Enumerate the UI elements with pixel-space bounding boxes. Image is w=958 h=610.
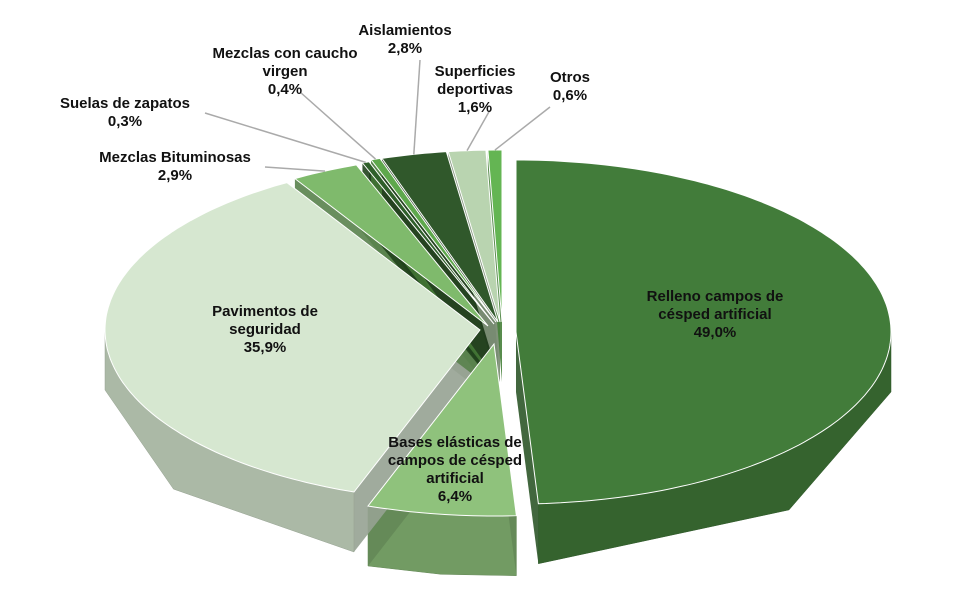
value-label: 0,4% bbox=[267, 81, 303, 98]
slice bbox=[447, 149, 501, 323]
slice bbox=[487, 149, 503, 323]
leader-line bbox=[264, 166, 326, 172]
value-label: 2,9% bbox=[157, 167, 193, 184]
leader-line bbox=[466, 109, 491, 152]
slice-cut bbox=[516, 332, 539, 564]
value-label: 49,0% bbox=[693, 324, 737, 341]
slice-label: Aislamientos 2,8% bbox=[330, 22, 480, 58]
slice bbox=[515, 159, 892, 505]
slice bbox=[104, 182, 481, 493]
slice-label: Suelas de zapatos 0,3% bbox=[25, 95, 225, 131]
value-label: 6,4% bbox=[437, 488, 473, 505]
leader-line bbox=[299, 91, 377, 160]
value-label: 35,9% bbox=[243, 339, 287, 356]
category-name: Relleno campos de césped artificial bbox=[646, 288, 784, 323]
leader-line bbox=[204, 112, 366, 164]
category-name: Aislamientos bbox=[358, 22, 452, 39]
value-label: 2,8% bbox=[387, 40, 423, 57]
slice bbox=[381, 151, 499, 323]
slice-label: Mezclas Bituminosas 2,9% bbox=[65, 149, 285, 185]
slice-label: Relleno campos de césped artificial 49,0% bbox=[620, 288, 810, 342]
category-name: Suelas de zapatos bbox=[59, 95, 191, 112]
value-label: 0,3% bbox=[107, 113, 143, 130]
category-name: Mezclas Bituminosas bbox=[99, 149, 251, 166]
category-name: Mezclas con caucho virgen bbox=[212, 45, 358, 80]
category-name: Otros bbox=[549, 69, 590, 86]
value-label: 0,6% bbox=[552, 87, 588, 104]
category-name: Pavimentos de seguridad bbox=[212, 303, 318, 338]
slice-label: Bases elásticas de campos de césped arti… bbox=[375, 434, 535, 506]
slice-label: Superficies deportivas 1,6% bbox=[410, 63, 540, 117]
slice-label: Pavimentos de seguridad 35,9% bbox=[190, 303, 340, 357]
category-name: Superficies deportivas bbox=[434, 63, 516, 98]
slice bbox=[367, 342, 517, 517]
value-label: 1,6% bbox=[457, 99, 493, 116]
leader-line bbox=[494, 106, 551, 151]
leader-line bbox=[413, 59, 421, 155]
slice-label: Mezclas con caucho virgen 0,4% bbox=[210, 45, 360, 99]
slice bbox=[293, 164, 489, 327]
slice-label: Otros 0,6% bbox=[530, 69, 610, 105]
category-name: Bases elásticas de campos de césped arti… bbox=[387, 434, 523, 487]
